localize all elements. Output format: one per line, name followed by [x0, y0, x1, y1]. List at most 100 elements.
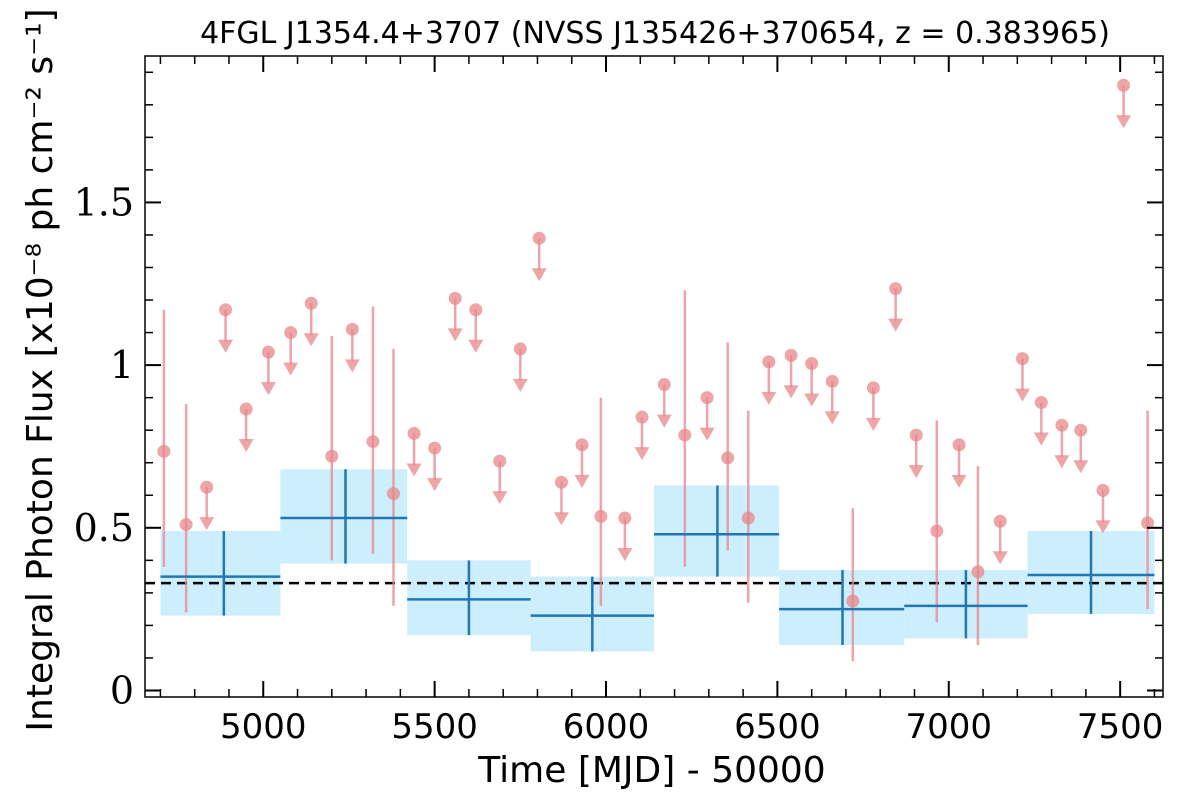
- long-bin-point: [530, 576, 654, 652]
- long-bin-point: [779, 570, 905, 645]
- short-bin-upper-limit: [804, 356, 820, 407]
- short-bin-marker: [1141, 516, 1155, 530]
- x-tick-label: 6000: [563, 707, 650, 747]
- upper-limit-arrow: [574, 474, 590, 488]
- upper-limit-marker: [1034, 396, 1048, 410]
- upper-limit-marker: [805, 356, 819, 370]
- upper-limit-arrow: [1014, 388, 1030, 402]
- short-bin-marker: [325, 449, 339, 463]
- short-bin-marker: [157, 444, 171, 458]
- upper-limit-arrow: [492, 491, 508, 505]
- long-bin-band: [280, 469, 408, 564]
- upper-limit-arrow: [303, 333, 319, 347]
- upper-limit-arrow: [908, 465, 924, 479]
- short-bin-upper-limit: [1095, 483, 1111, 534]
- upper-limit-marker: [618, 511, 632, 525]
- upper-limit-marker: [909, 428, 923, 442]
- upper-limit-marker: [952, 438, 966, 452]
- chart-title: 4FGL J1354.4+3707 (NVSS J135426+370654, …: [200, 16, 1110, 51]
- short-bin-upper-limit: [992, 514, 1008, 565]
- upper-limit-marker: [428, 441, 442, 455]
- short-bin-upper-limit: [888, 282, 904, 332]
- upper-limit-arrow: [218, 339, 234, 353]
- x-tick-label: 6500: [734, 707, 821, 747]
- short-bin-upper-limit: [344, 322, 360, 373]
- upper-limit-arrow: [512, 378, 528, 392]
- upper-limit-arrow: [888, 318, 904, 332]
- upper-limit-arrow: [1054, 455, 1070, 469]
- upper-limit-arrow: [406, 463, 422, 477]
- y-tick-label: 0.5: [74, 506, 134, 550]
- upper-limit-marker: [469, 303, 483, 317]
- upper-limit-arrow: [804, 393, 820, 407]
- long-bin-point: [407, 560, 531, 636]
- short-bin-marker: [366, 435, 380, 449]
- short-bin-detection: [846, 508, 860, 662]
- short-bin-upper-limit: [951, 438, 967, 488]
- short-bin-upper-limit: [238, 402, 254, 453]
- upper-limit-marker: [448, 291, 462, 305]
- short-bin-upper-limit: [283, 326, 299, 376]
- short-bin-upper-limit: [492, 454, 508, 505]
- short-bin-marker: [387, 487, 401, 501]
- upper-limit-arrow: [1116, 115, 1132, 129]
- upper-limit-marker: [219, 303, 233, 317]
- short-bin-detection: [366, 306, 380, 554]
- upper-limit-marker: [345, 322, 359, 336]
- short-bin-detection: [157, 309, 171, 567]
- upper-limit-arrow: [865, 417, 881, 431]
- upper-limit-marker: [554, 475, 568, 489]
- short-bin-upper-limit: [574, 438, 590, 488]
- upper-limit-marker: [784, 348, 798, 362]
- long-bin-point: [1027, 531, 1155, 615]
- short-bin-upper-limit: [199, 480, 215, 531]
- upper-limit-marker: [261, 345, 275, 359]
- upper-limit-arrow: [447, 328, 463, 342]
- short-bin-upper-limit: [1014, 352, 1030, 402]
- short-bin-marker: [930, 524, 944, 538]
- short-bin-upper-limit: [1054, 418, 1070, 469]
- short-bin-marker: [179, 518, 193, 532]
- long-bin-point: [654, 485, 780, 577]
- y-tick-label: 1: [110, 343, 134, 387]
- upper-limit-arrow: [699, 427, 715, 441]
- short-bin-upper-limit: [761, 355, 777, 405]
- x-axis-label: Time [MJD] - 50000: [477, 750, 825, 791]
- x-tick-label: 5500: [391, 707, 478, 747]
- long-bin-band: [160, 531, 281, 616]
- upper-limit-arrow: [468, 339, 484, 353]
- x-tick-label: 7500: [1077, 707, 1164, 747]
- upper-limit-marker: [866, 381, 880, 395]
- upper-limit-marker: [1074, 423, 1088, 437]
- upper-limit-marker: [304, 296, 318, 310]
- plot-axes: 5000 5500 6000 6500 7000 7500 0 0.5 1 1.5: [74, 55, 1164, 747]
- short-bin-upper-limit: [634, 410, 650, 461]
- upper-limit-marker: [239, 402, 253, 416]
- upper-limit-marker: [200, 480, 214, 494]
- upper-limit-arrow: [1073, 460, 1089, 474]
- upper-limit-arrow: [824, 411, 840, 425]
- short-bin-upper-limit: [553, 475, 569, 526]
- upper-limit-marker: [657, 378, 671, 392]
- short-bin-upper-limit: [406, 426, 422, 477]
- short-bin-upper-limit: [617, 511, 633, 562]
- short-bin-upper-limit: [512, 342, 528, 392]
- upper-limit-marker: [513, 342, 527, 356]
- short-bin-upper-limit: [303, 296, 319, 347]
- short-bin-upper-limit: [218, 303, 234, 353]
- short-bin-marker: [971, 565, 985, 579]
- upper-limit-arrow: [951, 474, 967, 488]
- upper-limit-arrow: [553, 512, 569, 526]
- upper-limit-marker: [532, 231, 546, 245]
- short-bin-detection: [325, 335, 339, 561]
- short-bin-upper-limit: [865, 381, 881, 431]
- upper-limit-arrow: [427, 478, 443, 492]
- short-bin-detection: [387, 348, 401, 606]
- short-bin-marker: [741, 511, 755, 525]
- long-bin-points: [160, 469, 1155, 652]
- y-tick-label: 1.5: [74, 180, 134, 224]
- upper-limit-marker: [1117, 78, 1131, 92]
- upper-limit-marker: [1015, 352, 1029, 366]
- short-bin-upper-limit: [468, 303, 484, 353]
